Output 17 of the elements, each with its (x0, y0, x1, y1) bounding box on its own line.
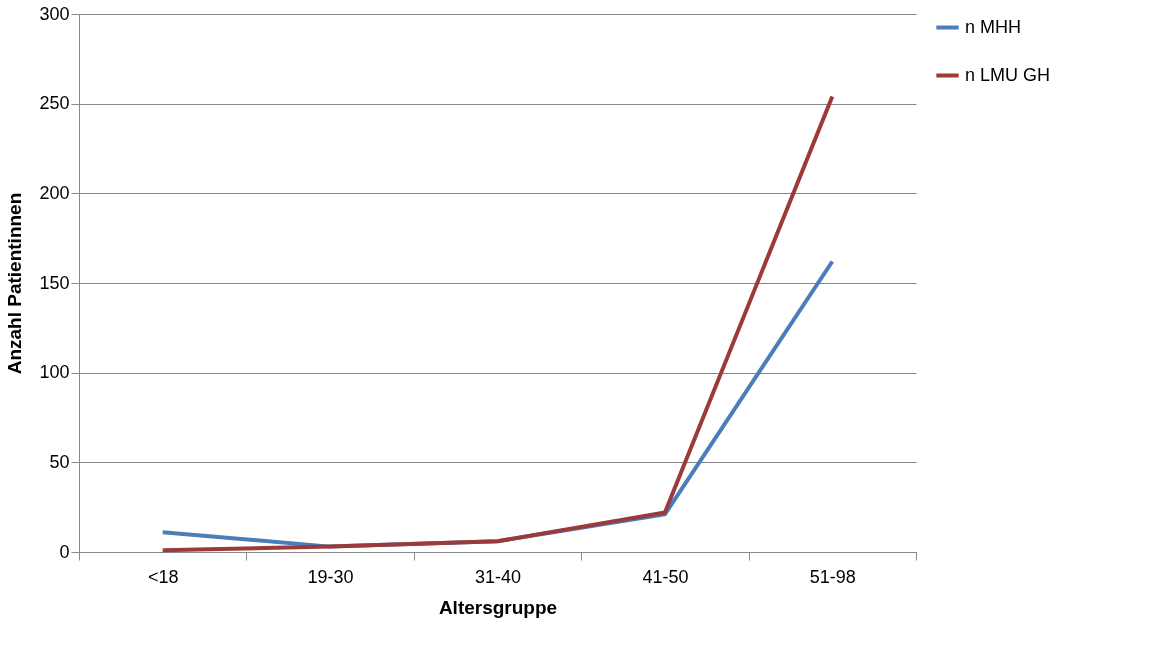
legend-label: n LMU GH (965, 64, 1051, 85)
x-axis-title: Altersgruppe (438, 596, 558, 618)
y-tick-label: 250 (39, 93, 70, 114)
y-tick-label: 200 (39, 182, 70, 203)
x-tick-label: 19-30 (307, 566, 354, 587)
y-tick-label: 150 (39, 272, 70, 293)
line-series (160, 94, 835, 553)
y-tick-label: 100 (39, 362, 70, 383)
y-tick-label: 0 (59, 541, 70, 562)
y-tick-label: 50 (49, 451, 70, 472)
y-axis-title: Anzahl Patientinnen (4, 192, 26, 375)
x-tick-label: 31-40 (474, 566, 522, 587)
x-tick-label: <18 (147, 566, 179, 587)
x-tick-label: 41-50 (642, 566, 689, 587)
legend-label: n MHH (965, 16, 1022, 37)
x-tick-label: 51-98 (809, 566, 856, 587)
y-tick-label: 300 (39, 3, 70, 24)
